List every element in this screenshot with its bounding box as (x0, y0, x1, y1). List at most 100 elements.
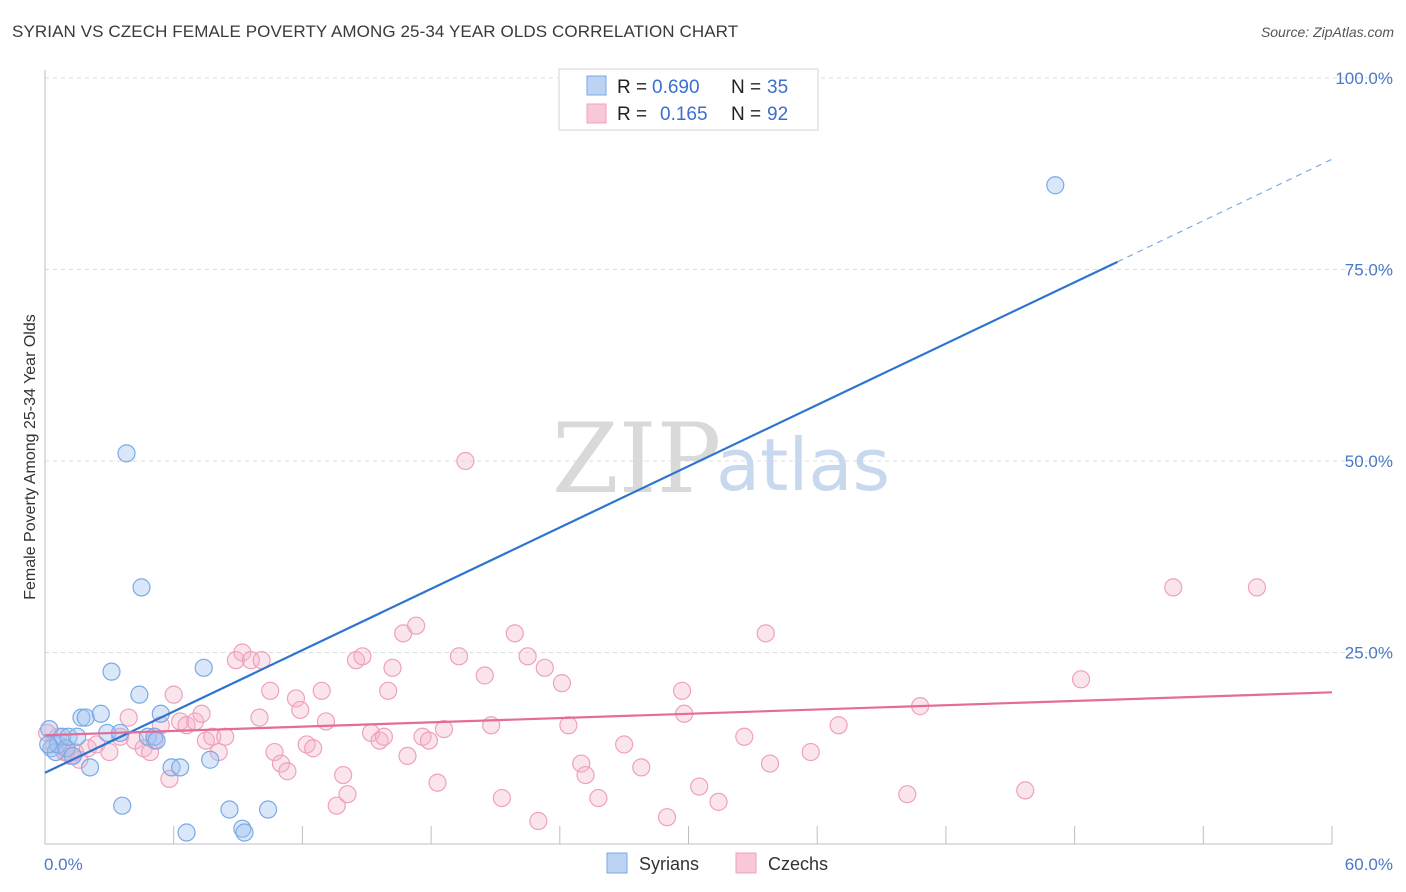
czech-point (334, 765, 353, 785)
czech-point (672, 681, 692, 700)
czech-point (291, 700, 310, 720)
chart-title: SYRIAN VS CZECH FEMALE POVERTY AMONG 25-… (12, 22, 739, 41)
czech-point (589, 788, 608, 808)
czechs-r-label: R = (617, 104, 647, 125)
czech-point (353, 647, 372, 666)
syrian-point (117, 444, 136, 463)
syrian-point (258, 800, 278, 819)
watermark-zip: ZIP (552, 403, 721, 515)
gridlines (45, 77, 1392, 653)
syrian-point (147, 731, 166, 750)
syrian-point (220, 800, 239, 819)
source-label: Source: ZipAtlas.com (1260, 24, 1394, 40)
czech-point (327, 796, 346, 815)
czech-point (286, 689, 306, 708)
czech-point (615, 735, 634, 754)
syrian-point (68, 727, 87, 746)
syrians-r-label: R = (617, 77, 647, 98)
czech-point (518, 647, 537, 666)
czech-point (261, 681, 280, 700)
syrians-n-label: N = (731, 77, 761, 98)
czech-point (1071, 670, 1091, 689)
y-tick-label: 25.0% (1345, 644, 1393, 663)
czech-point (338, 785, 357, 804)
czech-point (709, 792, 728, 811)
czech-point (492, 788, 511, 808)
x-axis-ticks (44, 826, 1333, 844)
syrian-point (72, 708, 91, 727)
syrians-n-value: 35 (767, 77, 788, 98)
syrian-point (194, 658, 213, 677)
czech-point (383, 658, 402, 677)
czech-point (576, 765, 595, 785)
y-tick-labels: 100.0% 75.0% 50.0% 25.0% (1335, 69, 1393, 663)
y-tick-label: 100.0% (1335, 69, 1393, 88)
syrians-trend-line (44, 260, 1118, 774)
czech-point (278, 762, 297, 781)
y-axis-label: Female Poverty Among 25-34 Year Olds (22, 314, 39, 600)
trend-lines (44, 158, 1333, 774)
syrian-point (1046, 176, 1065, 195)
czech-point (1247, 578, 1267, 597)
czech-point (312, 681, 331, 700)
czech-point (406, 616, 426, 635)
czech-point (632, 758, 651, 777)
czech-point (657, 808, 677, 827)
czech-point (756, 624, 775, 643)
syrian-point (53, 727, 72, 746)
syrian-point (80, 758, 100, 777)
syrian-point (235, 823, 254, 842)
x-tick-label-min: 0.0% (44, 855, 83, 874)
czech-point (535, 658, 554, 677)
czech-point (203, 727, 222, 746)
syrians-trend-extension (1117, 158, 1333, 263)
czech-point (552, 674, 572, 693)
czech-point (505, 624, 524, 643)
syrians-r-value: 0.690 (652, 77, 700, 98)
czech-point (456, 451, 475, 471)
bottom-syrians-swatch (606, 852, 628, 874)
czech-point (160, 769, 179, 788)
czech-point (1164, 578, 1183, 597)
czech-point (898, 785, 917, 804)
czech-point (265, 742, 284, 762)
syrian-point (177, 823, 196, 842)
czech-point (250, 708, 269, 727)
watermark-atlas: atlas (716, 423, 890, 507)
syrian-point (113, 796, 132, 815)
czechs-n-label: N = (731, 104, 761, 125)
syrian-point (39, 735, 58, 754)
czech-point (379, 681, 398, 700)
syrian-point (91, 704, 110, 723)
syrian-point (201, 750, 220, 769)
y-tick-label: 75.0% (1345, 261, 1393, 280)
bottom-czechs-swatch (735, 852, 757, 874)
series-legend: Syrians Czechs (606, 852, 828, 874)
czech-point (801, 742, 820, 762)
czech-point (304, 739, 323, 758)
stats-legend: R = 0.690 N = 35 R = 0.165 N = 92 (558, 68, 819, 131)
czech-point (475, 666, 494, 685)
czechs-r-value: 0.165 (660, 104, 708, 125)
czech-point (316, 712, 336, 731)
czech-point (690, 777, 709, 796)
czech-point (760, 754, 780, 773)
syrians-swatch (586, 75, 607, 96)
czech-point (572, 754, 591, 773)
czech-point (216, 727, 235, 746)
czech-point (100, 742, 119, 762)
czech-point (428, 773, 447, 792)
czech-point (241, 651, 261, 670)
czechs-n-value: 92 (767, 104, 788, 125)
syrian-point (132, 578, 151, 597)
czech-point (559, 716, 578, 735)
czech-point (529, 811, 548, 831)
czech-point (398, 746, 417, 766)
syrian-point (76, 708, 95, 727)
y-tick-label: 50.0% (1345, 452, 1393, 471)
czech-point (434, 719, 454, 739)
czech-point (374, 727, 394, 746)
czech-point (735, 727, 754, 746)
syrian-point (171, 758, 190, 777)
